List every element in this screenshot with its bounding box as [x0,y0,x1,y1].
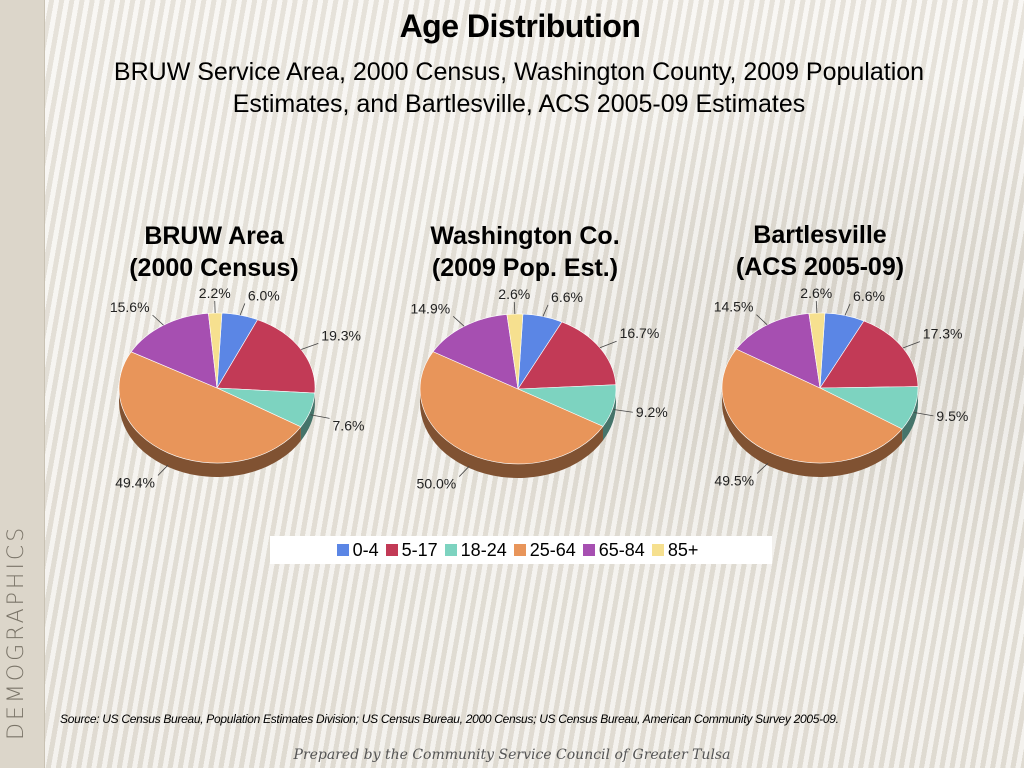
data-label: 6.6% [853,288,885,304]
page-subtitle: BRUW Service Area, 2000 Census, Washingt… [44,56,994,120]
data-label: 15.6% [110,299,150,315]
chart-title-bruw-line1: BRUW Area [144,222,284,250]
footer-credit: Prepared by the Community Service Counci… [293,747,731,763]
legend-label: 25-64 [529,539,576,560]
pie-chart-1: 6.6% 16.7% 9.2% 50.0% 14.9% 2.6% [410,286,667,492]
pie-slice-85+ [208,312,223,389]
label-leader [599,340,617,349]
data-label: 14.5% [714,299,754,315]
label-leader [458,465,470,477]
pie-side-18-24 [902,388,918,443]
legend-swatch [385,544,398,556]
legend-swatch [513,544,526,556]
pie-slice-65-84 [130,312,218,389]
pie-slice-5-17 [216,319,316,394]
pie-chart-0: 6.0% 19.3% 7.6% 49.4% 15.6% 2.2% [110,285,365,490]
pie-slice-5-17 [517,321,617,390]
label-leader [756,463,769,474]
legend-label: 5-17 [401,539,438,560]
label-leader [914,412,934,417]
pie-side-18-24 [300,393,315,441]
side-band [0,0,45,768]
pie-side-18-24 [602,389,616,441]
legend-item: 85+ [651,539,699,561]
data-label: 16.7% [620,325,660,341]
label-leader [310,414,330,419]
subtitle-line-1: BRUW Service Area, 2000 Census, Washingt… [113,58,925,86]
source-note: Source: US Census Bureau, Population Est… [60,712,839,726]
pie-slice-25-64 [721,348,903,464]
pie-slice-25-64 [118,351,302,464]
legend-item: 0-4 [336,539,379,561]
data-label: 50.0% [417,476,457,492]
legend-item: 65-84 [582,539,645,561]
data-label: 9.5% [936,408,968,424]
chart-title-bartlesville-line1: Bartlesville [753,221,887,249]
label-leader [300,343,319,350]
chart-title-washington-line2: (2009 Pop. Est.) [431,254,619,282]
data-label: 49.5% [714,472,754,488]
data-label: 2.6% [498,286,530,302]
legend-item: 18-24 [444,539,507,561]
pie-slice-5-17 [819,320,919,389]
label-leader [815,301,818,314]
label-leader [239,303,246,316]
pie-slice-65-84 [735,313,821,389]
data-label: 6.6% [551,289,583,305]
legend-label: 0-4 [352,539,379,560]
pie-side-25-64 [119,388,301,478]
legend-item: 25-64 [513,539,576,561]
page-title: Age Distribution [399,8,641,44]
legend-label: 85+ [667,539,699,560]
legend-swatch [582,544,595,556]
label-leader [613,409,633,413]
subtitle-line-2: Estimates, and Bartlesville, ACS 2005-09… [232,90,806,118]
chart-title-bruw: BRUW Area (2000 Census) [84,220,344,284]
data-label: 2.2% [199,285,231,301]
chart-title-washington-line1: Washington Co. [430,222,620,250]
data-label: 17.3% [923,326,963,342]
label-leader [452,316,465,327]
legend-swatch [651,544,664,556]
chart-title-bartlesville-line2: (ACS 2005-09) [735,253,905,281]
legend-label: 18-24 [460,539,507,560]
chart-title-bartlesville: Bartlesville (ACS 2005-09) [690,219,950,283]
pie-side-25-64 [419,389,603,479]
data-label: 49.4% [115,474,155,490]
data-label: 7.6% [333,417,365,433]
data-label: 9.2% [636,404,668,420]
chart-title-bruw-line2: (2000 Census) [129,254,299,282]
data-label: 6.0% [248,287,280,303]
label-leader [902,341,920,349]
data-label: 14.9% [410,300,450,316]
legend-swatch [336,544,349,556]
label-leader [152,314,164,326]
label-leader [513,302,516,315]
pie-slice-25-64 [419,351,604,465]
data-label: 19.3% [321,327,361,343]
label-leader [844,303,851,316]
pie-chart-2: 6.6% 17.3% 9.5% 49.5% 14.5% 2.6% [714,285,969,488]
data-label: 2.6% [800,285,832,301]
label-leader [542,304,549,317]
legend-label: 65-84 [598,539,645,560]
chart-title-washington: Washington Co. (2009 Pop. Est.) [395,220,655,284]
label-leader [157,464,169,476]
legend-item: 5-17 [385,539,438,561]
legend-swatch [444,544,457,556]
pie-side-25-64 [722,388,903,477]
label-leader [756,314,768,326]
chart-legend: 0-4 5-17 18-24 25-64 65-84 85+ [270,536,772,564]
